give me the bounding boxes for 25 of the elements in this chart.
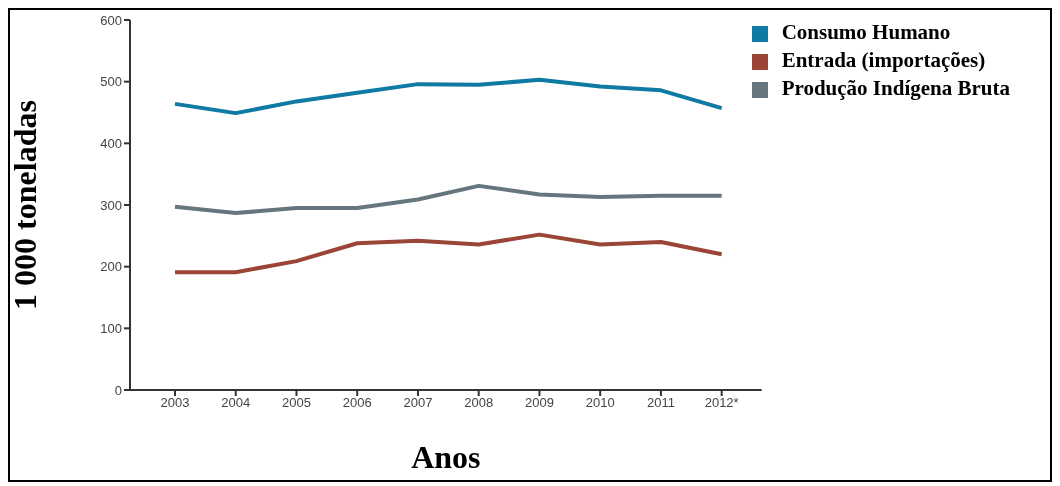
y-tick-label: 0: [114, 382, 122, 398]
legend-label: Consumo Humano: [781, 20, 951, 44]
x-tick-label: 2006: [342, 395, 372, 411]
x-tick-label: 2004: [221, 395, 251, 411]
legend-label: Produção Indígena Bruta: [781, 76, 1010, 100]
line-series: [173, 232, 724, 275]
x-tick-label: 2012*: [704, 395, 739, 411]
x-tick-label: 2011: [646, 395, 675, 411]
x-tick-label: 2007: [403, 395, 433, 411]
x-tick-label: 2009: [524, 395, 554, 411]
y-tick-label: 500: [100, 74, 122, 90]
line-series: [173, 77, 724, 116]
x-tick-label: 2008: [464, 395, 494, 411]
line-series: [173, 183, 724, 216]
x-tick-label: 2005: [282, 395, 311, 411]
y-tick-label: 600: [100, 12, 122, 28]
y-tick-label: 300: [100, 197, 122, 213]
x-tick-label: 2010: [585, 395, 615, 411]
x-tick-label: 2003: [160, 395, 190, 411]
y-tick-label: 200: [100, 259, 122, 275]
y-axis-title: 1 000 toneladas: [7, 100, 44, 310]
legend-label: Entrada (importações): [781, 48, 986, 72]
x-axis-title: Anos: [411, 439, 481, 475]
y-tick-label: 100: [100, 320, 122, 336]
y-tick-label: 400: [100, 135, 122, 151]
